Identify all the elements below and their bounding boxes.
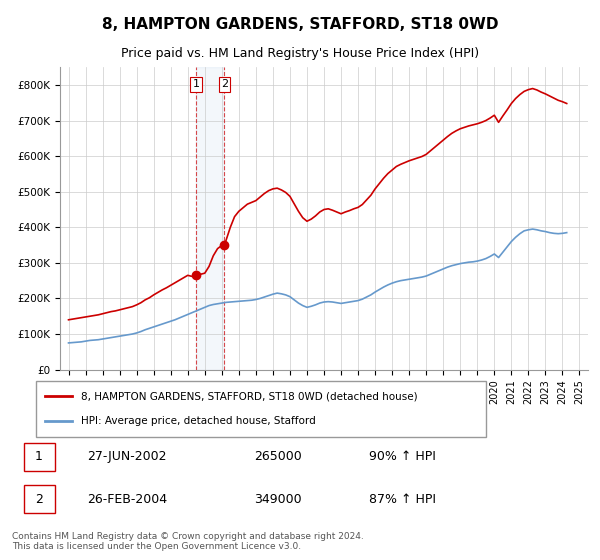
Text: 90% ↑ HPI: 90% ↑ HPI xyxy=(369,450,436,464)
Text: 8, HAMPTON GARDENS, STAFFORD, ST18 0WD (detached house): 8, HAMPTON GARDENS, STAFFORD, ST18 0WD (… xyxy=(81,391,418,402)
Text: 265000: 265000 xyxy=(254,450,302,464)
FancyBboxPatch shape xyxy=(23,485,55,514)
Text: 1: 1 xyxy=(193,80,200,89)
Text: 1: 1 xyxy=(35,450,43,464)
Text: 27-JUN-2002: 27-JUN-2002 xyxy=(87,450,166,464)
Text: 26-FEB-2004: 26-FEB-2004 xyxy=(87,493,167,506)
Text: 2: 2 xyxy=(221,80,228,89)
FancyBboxPatch shape xyxy=(36,381,486,437)
FancyBboxPatch shape xyxy=(23,443,55,471)
Text: 8, HAMPTON GARDENS, STAFFORD, ST18 0WD: 8, HAMPTON GARDENS, STAFFORD, ST18 0WD xyxy=(102,17,498,32)
Text: HPI: Average price, detached house, Stafford: HPI: Average price, detached house, Staf… xyxy=(81,416,316,426)
Text: Price paid vs. HM Land Registry's House Price Index (HPI): Price paid vs. HM Land Registry's House … xyxy=(121,47,479,60)
Text: 2: 2 xyxy=(35,493,43,506)
Text: 349000: 349000 xyxy=(254,493,302,506)
Text: Contains HM Land Registry data © Crown copyright and database right 2024.
This d: Contains HM Land Registry data © Crown c… xyxy=(12,532,364,552)
Bar xyxy=(196,67,224,370)
Text: 87% ↑ HPI: 87% ↑ HPI xyxy=(369,493,436,506)
